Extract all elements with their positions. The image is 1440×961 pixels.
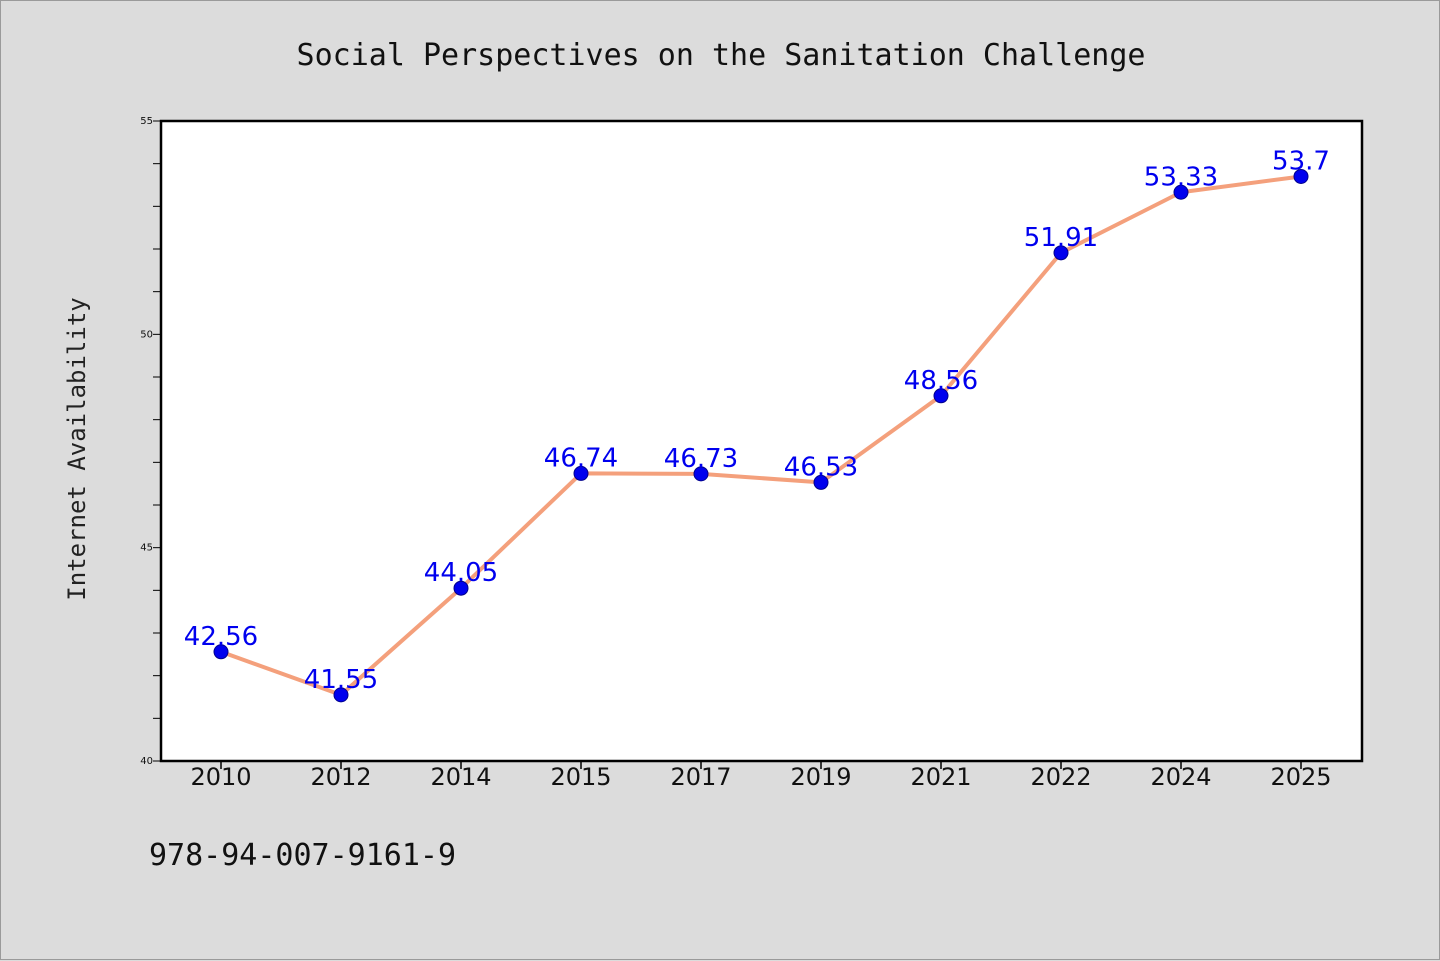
x-tick-label: 2025 bbox=[1270, 763, 1331, 791]
data-point-group bbox=[213, 168, 1309, 703]
y-tick-label: 50 bbox=[140, 329, 153, 340]
y-axis-label: Internet Availability bbox=[63, 297, 91, 600]
y-axis: 40 45 50 55 bbox=[140, 116, 161, 767]
x-axis: 2010 2012 2014 2015 2017 2019 2021 2022 2024 2025 bbox=[190, 761, 1332, 791]
data-point bbox=[573, 465, 589, 481]
data-label: 51.91 bbox=[1024, 223, 1098, 253]
x-tick-label: 2015 bbox=[550, 763, 611, 791]
data-point bbox=[333, 687, 349, 703]
data-label: 46.73 bbox=[664, 444, 738, 474]
data-label: 46.53 bbox=[784, 452, 858, 482]
data-label: 42.56 bbox=[184, 622, 258, 652]
data-point bbox=[1173, 184, 1189, 200]
x-tick-label: 2010 bbox=[190, 763, 251, 791]
data-label: 53.33 bbox=[1144, 162, 1218, 192]
data-label: 46.74 bbox=[544, 443, 618, 473]
x-tick-label: 2024 bbox=[1150, 763, 1211, 791]
chart-title: Social Perspectives on the Sanitation Ch… bbox=[297, 38, 1146, 73]
data-point bbox=[813, 474, 829, 490]
data-point bbox=[213, 644, 229, 660]
y-tick-label: 40 bbox=[140, 756, 153, 767]
data-label: 41.55 bbox=[304, 665, 378, 695]
data-label: 48.56 bbox=[904, 366, 978, 396]
data-point bbox=[693, 466, 709, 482]
x-tick-label: 2014 bbox=[430, 763, 491, 791]
x-tick-label: 2019 bbox=[790, 763, 851, 791]
data-point bbox=[453, 580, 469, 596]
y-tick-label: 55 bbox=[140, 116, 153, 127]
x-tick-label: 2017 bbox=[670, 763, 731, 791]
series-line-group bbox=[220, 174, 1302, 697]
data-label: 44.05 bbox=[424, 558, 498, 588]
data-point bbox=[933, 388, 949, 404]
data-point bbox=[1053, 245, 1069, 261]
footnote-isbn: 978-94-007-9161-9 bbox=[149, 838, 456, 873]
series-line bbox=[220, 174, 1302, 697]
y-tick-label: 45 bbox=[140, 543, 153, 554]
data-label-group: 42.56 41.55 44.05 46.74 46.73 46.53 48.56 51.91… bbox=[184, 146, 1330, 694]
x-tick-label: 2021 bbox=[910, 763, 971, 791]
x-tick-label: 2012 bbox=[310, 763, 371, 791]
data-point bbox=[1293, 168, 1309, 184]
plot-area bbox=[159, 119, 1364, 763]
data-label: 53.7 bbox=[1272, 146, 1330, 176]
x-tick-label: 2022 bbox=[1030, 763, 1091, 791]
